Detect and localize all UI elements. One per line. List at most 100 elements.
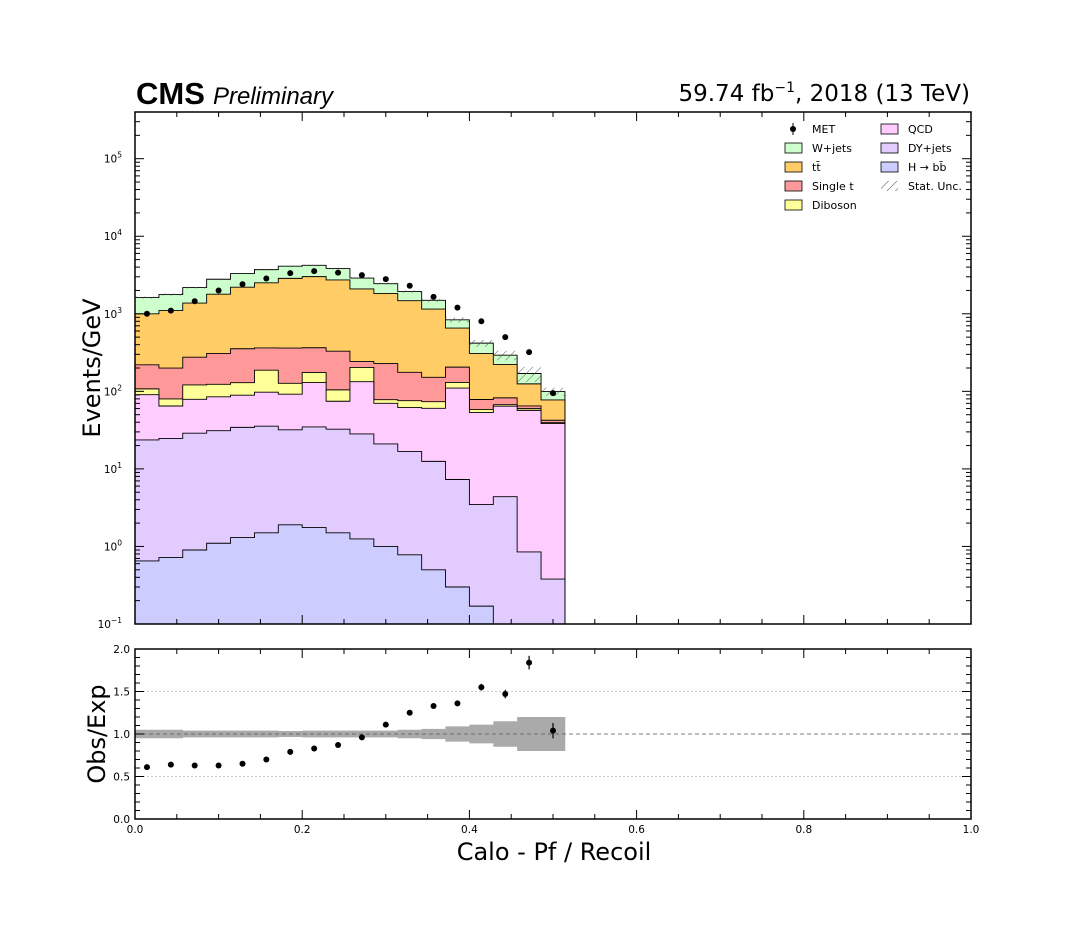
y-tick-label: 100 [104, 538, 122, 553]
stat-unc-bin [469, 339, 494, 347]
ratio-point [406, 709, 413, 716]
stat-unc-bin [135, 296, 159, 299]
ratio-point [382, 721, 389, 728]
legend-label-stat: Stat. Unc. [908, 180, 962, 193]
main-frame [134, 111, 972, 625]
cms-label: CMS [136, 76, 205, 111]
ratio-point [478, 684, 485, 691]
stat-unc-bin [517, 366, 542, 382]
stat-unc-bin [182, 286, 207, 289]
ratio-point [526, 659, 533, 666]
x-tick-label: 0.0 [127, 824, 144, 836]
y-tick-label: 102 [104, 383, 122, 398]
ratio-point [311, 745, 318, 752]
ratio-point [550, 727, 556, 734]
stat-unc-bin [158, 293, 183, 296]
stat-unc-bin [493, 350, 518, 361]
legend-swatch-singlet [784, 180, 803, 192]
legend-label-ttbar: tt̄ [812, 161, 821, 174]
stat-unc-bin [278, 265, 303, 267]
y-tick-label: 101 [104, 461, 122, 476]
ratio-point [167, 761, 174, 768]
ratio-band-bin [302, 730, 327, 738]
observed-point [358, 272, 365, 279]
ratio-point [454, 700, 461, 707]
ratio-band-bin [135, 729, 160, 739]
x-tick-label: 1.0 [963, 824, 980, 836]
x-tick-label: 0.2 [294, 824, 311, 836]
ratio-grid [135, 691, 971, 777]
ratio-y-tick-label: 0.0 [113, 814, 130, 826]
observed-point [167, 307, 174, 314]
y-tick-label: 104 [104, 228, 122, 243]
legend-swatch-ttbar [784, 161, 803, 173]
ratio-y-tick-label: 2.0 [113, 644, 130, 656]
legend: MET W+jets tt̄ Single t Diboson QCD DY+jets H →… [784, 123, 962, 212]
observed-point [526, 349, 533, 356]
ratio-frame [134, 648, 972, 820]
ratio-point [287, 748, 294, 755]
legend-label-qcd: QCD [908, 123, 933, 136]
preliminary-label: Preliminary [213, 83, 335, 110]
observed-point [263, 275, 270, 282]
ratio-axes: 0.0 0.5 1.0 1.5 2.0 0.0 0.2 0.4 0.6 0.8 1.0 [113, 644, 979, 836]
ratio-point [239, 760, 246, 767]
stat-unc-bin [302, 264, 327, 267]
observed-point [502, 334, 509, 341]
legend-label-met: MET [812, 123, 835, 136]
legend-label-singlet: Single t [812, 180, 854, 193]
observed-point [406, 282, 413, 289]
observed-point [335, 269, 342, 276]
ratio-band-bin [254, 730, 279, 738]
legend-swatch-stat [881, 181, 898, 191]
stat-unc-bin [254, 268, 279, 271]
observed-point [143, 310, 150, 317]
legend-swatch-dyjets [880, 142, 899, 154]
ratio-point [430, 702, 437, 709]
observed-points [143, 268, 556, 397]
stack-hbb [134, 524, 565, 625]
ratio-y-tick-label: 0.5 [113, 772, 130, 784]
legend-label-diboson: Diboson [812, 199, 857, 212]
legend-swatch-diboson [784, 199, 803, 211]
x-tick-label: 0.8 [795, 824, 812, 836]
main-ylabel: Events/GeV [78, 298, 106, 438]
observed-point [311, 268, 318, 275]
ratio-points [143, 655, 556, 771]
stat-unc-bin [445, 317, 470, 323]
legend-swatch-hbb [880, 161, 899, 173]
ratio-point [263, 756, 270, 763]
ratio-point [502, 691, 509, 698]
ratio-point [358, 734, 365, 741]
observed-point [550, 390, 556, 397]
ratio-ylabel: Obs/Exp [83, 684, 111, 783]
x-tick-label: 0.6 [628, 824, 645, 836]
observed-point [215, 287, 222, 294]
observed-point [454, 304, 461, 311]
main-plot-panel: 10−1 100 101 102 103 104 105 [98, 111, 972, 631]
y-tick-label: 105 [104, 151, 122, 166]
ratio-point [215, 762, 222, 769]
main-axes: 10−1 100 101 102 103 104 105 [98, 111, 972, 631]
stat-unc-bin [206, 278, 231, 281]
observed-point [239, 281, 246, 288]
xlabel: Calo - Pf / Recoil [457, 838, 652, 866]
stacked-histogram [134, 264, 566, 625]
ratio-point [191, 762, 198, 769]
stat-unc-bin [373, 282, 398, 285]
legend-swatch-wjets [784, 142, 803, 154]
ratio-band-bin [421, 728, 446, 740]
legend-label-dyjets: DY+jets [908, 142, 952, 155]
ratio-plot-panel: 0.0 0.5 1.0 1.5 2.0 0.0 0.2 0.4 0.6 0.8 1.0 [113, 644, 979, 836]
observed-point [478, 318, 485, 325]
x-tick-label: 0.4 [461, 824, 478, 836]
observed-point [287, 270, 294, 277]
y-tick-label: 103 [104, 306, 122, 321]
stat-unc-bin [397, 290, 422, 293]
ratio-y-tick-label: 1.0 [113, 729, 130, 741]
legend-label-wjets: W+jets [812, 142, 852, 155]
ratio-band-bin [373, 730, 399, 738]
ratio-band-bin [206, 730, 231, 738]
observed-point [191, 298, 198, 305]
ratio-point [335, 742, 342, 749]
